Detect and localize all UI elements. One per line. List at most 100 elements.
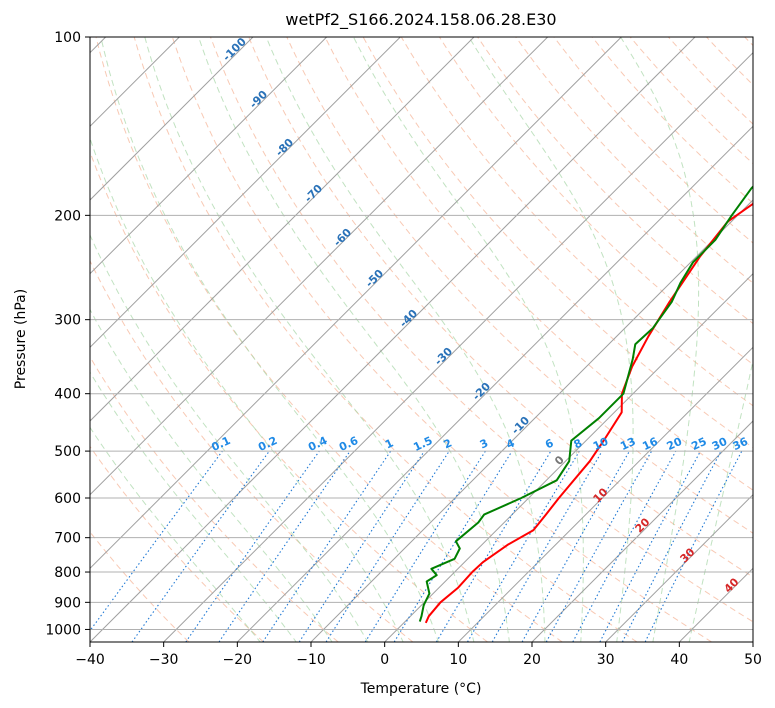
dry-adiabat-line	[248, 37, 753, 578]
isotherm-line	[236, 125, 753, 642]
dry-adiabat-line	[171, 37, 712, 642]
pressure-gridlines	[90, 37, 753, 630]
mixing-ratio-line	[185, 450, 320, 642]
dry-adiabat-line	[591, 37, 753, 204]
mixing-ratio-line	[644, 450, 743, 642]
mixing-ratio-line	[218, 450, 351, 642]
dry-adiabat-line	[477, 37, 753, 325]
isotherm-line	[90, 37, 475, 422]
plot-frame	[89, 36, 754, 643]
mixing-ratio-line	[393, 450, 513, 642]
background-line-labels: 0.1 0.2 0.4 0.6 1 1.5 2 3 4 6 8 10 13 16 20 25 30 36-100-…	[209, 35, 750, 596]
dry-adiabat-line	[744, 37, 753, 47]
x-tick-label: −30	[149, 652, 179, 668]
mixing-ratio-label: 13	[618, 435, 637, 453]
mixing-ratio-label: 3	[478, 436, 490, 451]
y-tick-label: 300	[54, 313, 81, 329]
x-tick-label: 10	[449, 652, 467, 668]
wetbulb-label: -90	[247, 88, 270, 111]
mixing-ratio-line	[572, 450, 677, 642]
isotherm-line	[90, 37, 696, 642]
mixing-ratio-line	[262, 450, 392, 642]
mixing-ratio-line	[364, 450, 486, 642]
y-tick-label: 900	[54, 595, 81, 611]
dry-adiabat-line	[553, 37, 753, 244]
x-tick-label: 50	[744, 652, 762, 668]
dry-adiabat-line	[515, 37, 753, 284]
y-axis-ticks: 100 200 300 400 500 600 700 800 900 1000	[45, 30, 90, 638]
mixing-ratio-line	[325, 450, 450, 642]
isotherm-line	[90, 37, 254, 201]
dry-adiabat-line	[400, 37, 753, 407]
chart-title: wetPf2_S166.2024.158.06.28.E30	[285, 10, 556, 30]
wetbulb-label: -30	[432, 345, 455, 368]
moist-adiabat-line	[90, 233, 369, 642]
x-axis-label: Temperature (°C)	[360, 681, 482, 697]
temperature-profile-line	[424, 202, 753, 624]
x-tick-label: −40	[75, 652, 105, 668]
moist-adiabat-line	[90, 371, 297, 642]
y-tick-label: 700	[54, 531, 81, 547]
isotherm-line	[90, 37, 622, 570]
x-tick-label: −20	[223, 652, 253, 668]
moist-adiabat-line	[90, 308, 333, 642]
mixing-ratio-label: 20	[665, 435, 685, 453]
mixing-ratio-label: 30	[710, 435, 730, 453]
wetbulb-label: -10	[509, 414, 532, 437]
dry-adiabat-line	[706, 37, 753, 86]
mixing-ratio-line	[545, 450, 653, 642]
isotherm-line	[752, 641, 753, 642]
moist-adiabat-line	[620, 37, 700, 642]
mixing-ratio-label: 2	[442, 436, 454, 451]
moist-adiabat-line	[90, 136, 404, 642]
wetbulb-label: -60	[331, 226, 354, 249]
y-tick-label: 400	[54, 387, 81, 403]
warm-label: 30	[678, 545, 698, 565]
mixing-ratio-label: 25	[689, 435, 708, 453]
dry-adiabat-line	[90, 259, 414, 642]
x-tick-label: −10	[296, 652, 326, 668]
isotherm-line	[457, 346, 753, 642]
wetbulb-label: -40	[397, 307, 420, 330]
dry-adiabat-line	[90, 445, 264, 642]
isotherm-line	[384, 272, 753, 642]
isotherm-line	[531, 420, 753, 642]
mixing-ratio-label: 10	[591, 435, 611, 453]
mixing-ratio-line	[435, 450, 552, 642]
isotherm-line	[90, 37, 401, 349]
y-tick-label: 800	[54, 565, 81, 581]
mixing-ratio-line	[90, 450, 223, 632]
isotherm-line	[605, 493, 753, 642]
y-tick-label: 100	[54, 30, 81, 46]
moist-adiabat-line	[468, 37, 634, 642]
warm-label: 40	[722, 575, 742, 595]
dry-adiabat-line	[629, 37, 753, 165]
background-lines	[90, 37, 753, 642]
y-tick-label: 200	[54, 208, 81, 224]
wetbulb-label: -70	[302, 182, 325, 205]
mixing-ratio-line	[131, 450, 270, 642]
moist-adiabat-line	[100, 37, 440, 642]
dry-adiabat-line	[324, 37, 753, 491]
x-tick-label: 40	[670, 652, 688, 668]
isotherm-line	[310, 199, 753, 642]
moist-adiabat-line	[688, 358, 753, 642]
y-tick-label: 1000	[45, 622, 81, 638]
wetbulb-label: -100	[220, 35, 249, 64]
wetbulb-label: 0	[552, 453, 567, 468]
wetbulb-label: -20	[470, 380, 493, 403]
mixing-ratio-label: 16	[640, 435, 660, 453]
warm-label: 20	[633, 515, 653, 535]
warm-label: 10	[591, 485, 611, 505]
dry-adiabat-line	[90, 150, 488, 642]
isotherm-line	[163, 51, 753, 642]
isotherm-line	[90, 37, 549, 496]
dry-adiabat-line	[133, 37, 638, 642]
mixing-ratio-line	[599, 450, 701, 642]
dry-adiabat-line	[90, 355, 339, 642]
x-tick-label: 20	[523, 652, 541, 668]
mixing-ratio-label: 4	[504, 436, 517, 451]
wetbulb-label: -50	[363, 267, 386, 290]
isotherm-line	[90, 37, 328, 275]
